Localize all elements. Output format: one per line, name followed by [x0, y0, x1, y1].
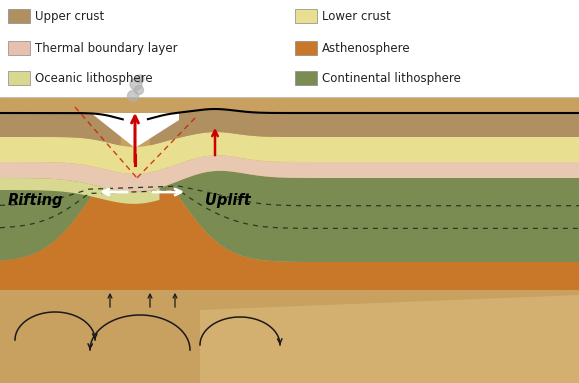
- Polygon shape: [0, 97, 579, 383]
- Text: Asthenosphere: Asthenosphere: [322, 41, 411, 54]
- Text: Oceanic lithosphere: Oceanic lithosphere: [35, 72, 153, 85]
- Circle shape: [130, 78, 142, 90]
- Text: Continental lithosphere: Continental lithosphere: [322, 72, 461, 85]
- FancyBboxPatch shape: [295, 41, 317, 55]
- Polygon shape: [0, 178, 159, 204]
- Text: Thermal boundary layer: Thermal boundary layer: [35, 41, 178, 54]
- FancyBboxPatch shape: [8, 41, 30, 55]
- Polygon shape: [181, 200, 579, 278]
- Polygon shape: [200, 295, 579, 383]
- Polygon shape: [0, 113, 121, 146]
- Text: Rifting: Rifting: [8, 193, 64, 208]
- FancyBboxPatch shape: [8, 71, 30, 85]
- Text: Upper crust: Upper crust: [35, 10, 104, 23]
- Polygon shape: [91, 113, 179, 148]
- Text: Lower crust: Lower crust: [322, 10, 391, 23]
- FancyBboxPatch shape: [8, 9, 30, 23]
- Polygon shape: [0, 171, 579, 262]
- Text: Uplift: Uplift: [205, 193, 251, 208]
- FancyBboxPatch shape: [295, 9, 317, 23]
- Circle shape: [127, 90, 138, 101]
- Polygon shape: [0, 155, 579, 192]
- Circle shape: [136, 75, 144, 83]
- Polygon shape: [150, 109, 579, 145]
- Polygon shape: [0, 132, 579, 174]
- Circle shape: [134, 85, 144, 95]
- FancyBboxPatch shape: [295, 71, 317, 85]
- Polygon shape: [0, 188, 579, 290]
